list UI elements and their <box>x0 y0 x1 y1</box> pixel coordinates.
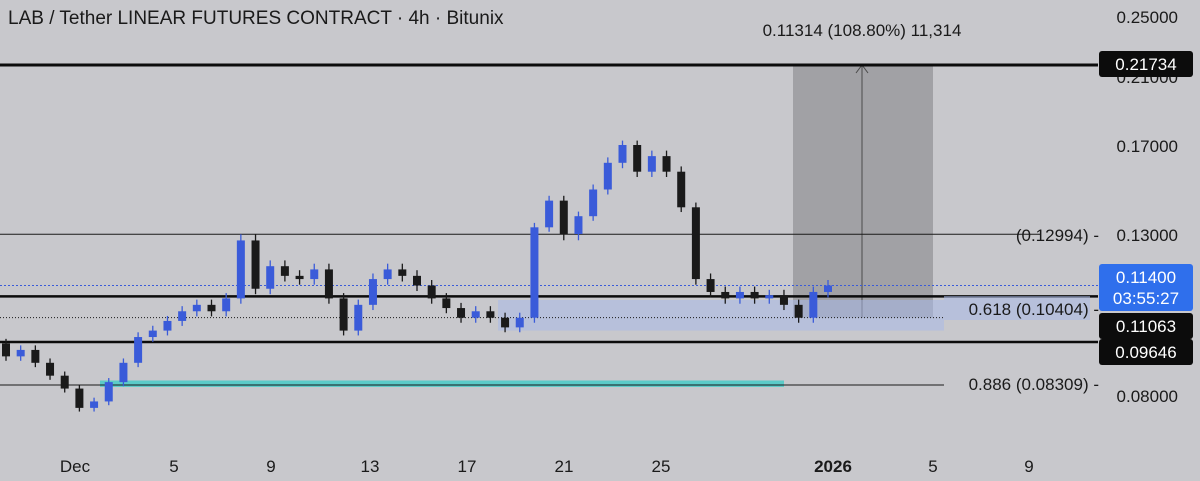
time-tick-label: 17 <box>458 457 477 476</box>
candle-down[interactable] <box>442 298 451 309</box>
price-tick-013: 0.13000 <box>1117 226 1178 245</box>
candle-up[interactable] <box>530 227 539 318</box>
time-axis: Dec 5 9 13 17 21 25 2026 5 9 <box>60 457 1034 476</box>
fib-618-label-bg <box>944 296 1090 320</box>
measure-range-box[interactable] <box>793 64 933 318</box>
candle-down[interactable] <box>413 275 421 286</box>
candle-down[interactable] <box>457 308 466 318</box>
current-price-badge[interactable] <box>1099 264 1193 311</box>
level-b-badge[interactable] <box>1099 339 1193 365</box>
candle-down[interactable] <box>677 171 686 208</box>
candle-up[interactable] <box>192 304 201 312</box>
candle-up[interactable] <box>574 216 583 234</box>
candle-down[interactable] <box>662 156 671 172</box>
time-tick-label: 2026 <box>814 457 852 476</box>
time-tick-label: 13 <box>361 457 380 476</box>
candle-up[interactable] <box>383 269 392 280</box>
candle-up[interactable] <box>310 269 319 280</box>
price-tick-017: 0.17000 <box>1117 137 1178 156</box>
time-tick-label: 9 <box>266 457 275 476</box>
time-tick-label: 5 <box>169 457 178 476</box>
candle-down[interactable] <box>75 388 84 408</box>
candle-up[interactable] <box>618 145 627 163</box>
candle-up[interactable] <box>119 362 128 383</box>
candle-up[interactable] <box>354 304 363 331</box>
candle-down[interactable] <box>280 266 289 276</box>
upper-level-label: (0.12994) - <box>1016 226 1099 245</box>
candle-up[interactable] <box>368 279 377 305</box>
candle-down[interactable] <box>750 291 759 299</box>
candle-up[interactable] <box>16 349 25 357</box>
target-price-badge-text: 0.21734 <box>1115 55 1176 74</box>
candle-up[interactable] <box>603 162 612 190</box>
candle-down[interactable] <box>324 269 333 299</box>
candle-down[interactable] <box>633 145 642 172</box>
candlestick-series <box>2 140 832 412</box>
candle-up[interactable] <box>134 337 143 363</box>
demand-zone-blue[interactable] <box>498 300 944 331</box>
candle-down[interactable] <box>691 207 700 280</box>
candle-up[interactable] <box>471 311 480 318</box>
level-a-badge-text: 0.11063 <box>1116 317 1176 336</box>
candle-up[interactable] <box>765 295 774 299</box>
demand-zone-teal[interactable] <box>100 380 784 387</box>
candle-down[interactable] <box>46 362 55 376</box>
candle-down[interactable] <box>486 311 495 318</box>
candle-up[interactable] <box>589 189 598 217</box>
candle-down[interactable] <box>559 200 568 234</box>
fib-886-label: 0.886 (0.08309) - <box>969 375 1099 394</box>
current-price-text: 0.11400 <box>1116 268 1176 287</box>
candle-up[interactable] <box>163 320 172 331</box>
candle-up[interactable] <box>178 311 187 321</box>
fib-618-label: 0.618 (0.10404) - <box>969 300 1099 319</box>
candle-up[interactable] <box>90 401 99 408</box>
time-tick-label: Dec <box>60 457 91 476</box>
candle-up[interactable] <box>148 330 157 338</box>
candle-down[interactable] <box>339 298 348 331</box>
candle-up[interactable] <box>647 156 656 172</box>
candle-down[interactable] <box>251 240 260 289</box>
candle-down[interactable] <box>31 349 40 363</box>
time-tick-label: 25 <box>652 457 671 476</box>
candle-up[interactable] <box>515 317 524 328</box>
candle-down[interactable] <box>721 291 730 299</box>
price-tick-025: 0.25000 <box>1117 8 1178 27</box>
candle-up[interactable] <box>824 285 832 292</box>
price-tick-008: 0.08000 <box>1117 387 1178 406</box>
candle-up[interactable] <box>545 200 554 228</box>
level-a-badge[interactable] <box>1099 313 1193 339</box>
time-tick-label: 5 <box>928 457 937 476</box>
time-tick-label: 21 <box>555 457 574 476</box>
candle-up[interactable] <box>735 291 744 299</box>
candle-down[interactable] <box>295 275 304 280</box>
chart-title: LAB / Tether LINEAR FUTURES CONTRACT · 4… <box>8 8 504 29</box>
candle-up[interactable] <box>809 291 818 318</box>
candle-down[interactable] <box>60 375 69 389</box>
candle-up[interactable] <box>104 382 113 402</box>
candle-down[interactable] <box>398 269 407 276</box>
candle-down[interactable] <box>794 304 803 318</box>
candle-up[interactable] <box>222 298 231 312</box>
candle-down[interactable] <box>207 304 216 312</box>
measure-label: 0.11314 (108.80%) 11,314 <box>763 21 962 40</box>
candle-down[interactable] <box>779 295 788 305</box>
candle-up[interactable] <box>266 266 275 289</box>
candle-down[interactable] <box>501 317 510 328</box>
time-tick-label: 9 <box>1024 457 1033 476</box>
countdown-text: 03:55:27 <box>1113 289 1179 308</box>
candle-up[interactable] <box>236 240 245 299</box>
candle-down[interactable] <box>706 279 715 292</box>
candle-down[interactable] <box>2 343 10 357</box>
target-price-badge[interactable] <box>1099 51 1193 77</box>
level-b-badge-text: 0.09646 <box>1115 343 1176 362</box>
candle-down[interactable] <box>427 285 436 299</box>
